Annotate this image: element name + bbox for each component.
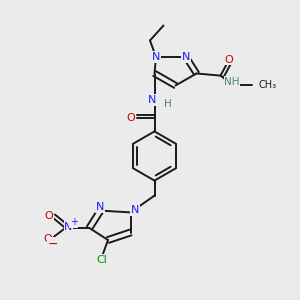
Text: O: O <box>44 211 53 221</box>
Text: N: N <box>152 52 160 62</box>
Text: +: + <box>70 217 78 227</box>
Text: O: O <box>44 234 52 244</box>
Text: O: O <box>225 55 234 65</box>
Text: O: O <box>127 112 136 123</box>
Text: Cl: Cl <box>97 255 107 265</box>
Text: N: N <box>182 52 190 62</box>
Text: N: N <box>148 95 156 105</box>
Text: H: H <box>164 99 172 109</box>
Text: −: − <box>48 238 58 251</box>
Text: CH₃: CH₃ <box>259 80 277 90</box>
Text: N: N <box>96 202 104 212</box>
Text: N: N <box>130 205 139 215</box>
Text: NH: NH <box>224 76 240 87</box>
Text: N: N <box>64 221 73 232</box>
